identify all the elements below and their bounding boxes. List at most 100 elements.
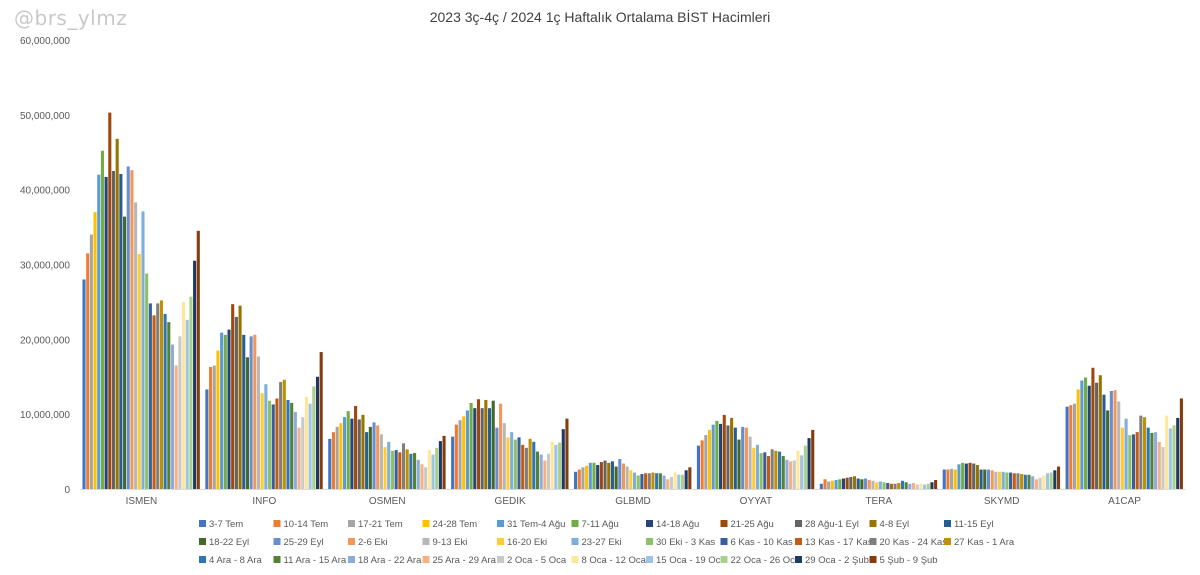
bar	[473, 408, 477, 489]
legend-swatch	[348, 556, 355, 563]
bar	[1023, 474, 1027, 489]
bar	[673, 472, 677, 489]
bar	[339, 423, 343, 489]
bar	[871, 480, 875, 489]
bar	[1117, 401, 1121, 489]
bar	[1106, 410, 1110, 489]
bar	[614, 466, 618, 489]
legend-swatch	[422, 520, 430, 527]
legend-swatch	[795, 556, 802, 563]
bar	[574, 471, 578, 489]
bar	[1095, 382, 1099, 489]
bar	[688, 467, 692, 489]
bar	[1168, 428, 1172, 489]
bar	[543, 460, 547, 489]
bar	[1113, 390, 1117, 489]
bar	[1020, 474, 1024, 489]
bar	[778, 451, 782, 489]
bar	[476, 399, 481, 489]
legend-label: 15 Oca - 19 Oca	[656, 555, 726, 566]
bar	[376, 425, 380, 489]
bar	[838, 479, 842, 489]
legend-label: 25 Ara - 29 Ara	[433, 555, 497, 566]
bar	[484, 399, 488, 489]
bar	[82, 279, 86, 489]
bar	[841, 478, 845, 489]
bar	[275, 398, 279, 489]
bar	[152, 315, 156, 489]
bar	[621, 463, 626, 489]
bar	[908, 483, 912, 489]
bar	[867, 480, 871, 489]
bar	[1049, 472, 1053, 489]
bar	[975, 465, 979, 489]
bar	[964, 463, 968, 489]
bar	[796, 450, 800, 489]
bar	[245, 357, 249, 489]
bar	[911, 483, 916, 489]
bar	[655, 473, 659, 489]
bar	[565, 418, 569, 489]
bar	[312, 386, 316, 489]
bar	[561, 429, 565, 489]
bar	[354, 405, 358, 489]
bar	[1001, 471, 1005, 489]
y-tick-label: 0	[64, 485, 70, 496]
bar	[130, 170, 134, 489]
bar	[390, 450, 394, 489]
bar	[357, 419, 361, 489]
bar	[845, 477, 849, 489]
bar	[1128, 435, 1132, 489]
bar	[115, 138, 119, 489]
bar	[972, 463, 976, 489]
bar	[744, 427, 748, 489]
bar	[156, 303, 160, 489]
legend-label: 28 Ağu-1 Eyl	[805, 519, 859, 530]
legend-swatch	[869, 520, 877, 527]
x-tick-label: OSMEN	[369, 496, 406, 507]
y-tick-label: 20,000,000	[20, 335, 70, 346]
bar	[684, 470, 688, 489]
legend-swatch	[422, 556, 430, 563]
bar	[401, 443, 406, 489]
bar	[89, 234, 93, 489]
bar	[524, 447, 528, 489]
legend-label: 16-20 Eki	[507, 537, 547, 548]
legend-swatch	[199, 520, 206, 527]
legend-label: 10-14 Tem	[284, 519, 329, 530]
bar	[435, 447, 439, 489]
bar	[409, 453, 413, 489]
bar	[119, 173, 123, 489]
bar	[599, 462, 603, 489]
bar	[596, 465, 600, 489]
bar	[719, 423, 723, 489]
legend-label: 24-28 Tem	[433, 519, 478, 530]
bar	[849, 477, 853, 489]
bar	[830, 480, 834, 489]
bar	[696, 445, 700, 489]
bar	[741, 426, 745, 489]
bar	[770, 449, 774, 489]
bar	[286, 399, 290, 489]
bar	[159, 300, 163, 489]
bar	[942, 469, 946, 489]
bar	[189, 296, 193, 489]
legend-swatch	[199, 556, 206, 563]
bar	[893, 483, 897, 489]
bar	[610, 461, 614, 489]
bar	[953, 469, 957, 489]
bar	[915, 484, 919, 489]
bar	[416, 459, 420, 489]
bar	[1045, 473, 1049, 489]
bar	[315, 376, 320, 489]
bar	[1016, 473, 1020, 489]
x-tick-label: SKYMD	[984, 496, 1020, 507]
bar	[979, 469, 983, 489]
bar	[499, 403, 503, 489]
bar	[271, 404, 275, 489]
bar	[502, 423, 506, 489]
y-tick-label: 50,000,000	[20, 111, 70, 122]
bar	[1069, 405, 1073, 489]
legend-swatch	[720, 538, 728, 545]
bar	[193, 260, 197, 489]
